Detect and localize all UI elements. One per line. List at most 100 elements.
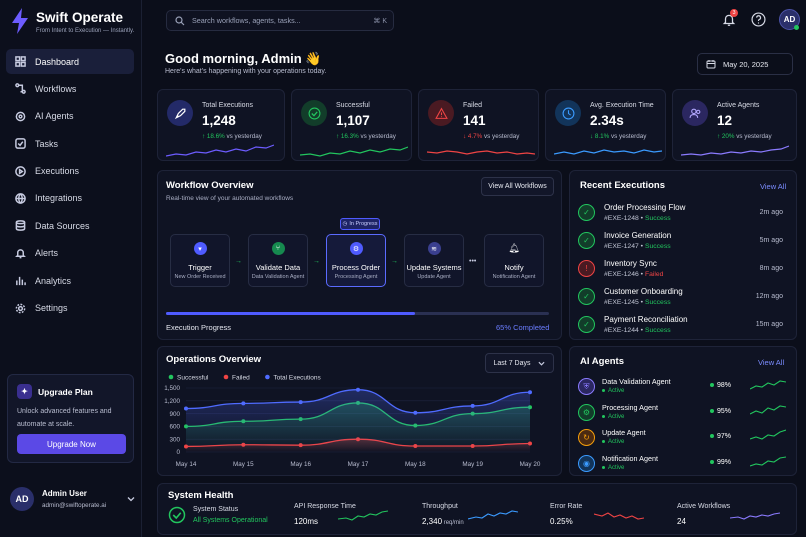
avatar: AD — [779, 9, 800, 30]
workflow-node-update-systems[interactable]: ≋ Update Systems Update Agent — [404, 234, 464, 287]
node-name: Update Systems — [406, 263, 462, 272]
user-profile[interactable]: AD Admin User admin@swiftoperate.ai — [10, 486, 135, 512]
stat-label: Avg. Execution Time — [590, 102, 654, 109]
sidebar-item-executions[interactable]: Executions — [6, 159, 134, 184]
sidebar-item-tasks[interactable]: Tasks — [6, 131, 134, 156]
checkbox-icon — [15, 138, 26, 149]
sparkle-icon: ✦ — [17, 384, 32, 399]
branch-icon: ⑂ — [271, 242, 285, 255]
flow-arrow: → — [235, 258, 242, 265]
range-dropdown[interactable]: Last 7 Days — [485, 353, 554, 373]
view-all-workflows-button[interactable]: View All Workflows — [481, 177, 554, 196]
sidebar-item-analytics[interactable]: Analytics — [6, 268, 134, 293]
health-throughput: Throughput 2,340 req/min — [422, 503, 464, 526]
upgrade-now-button[interactable]: Upgrade Now — [17, 434, 126, 454]
x-tick-label: May 15 — [233, 461, 254, 468]
legend-label: Failed — [232, 375, 250, 382]
execution-row[interactable]: ✓ Customer Onboarding #EXE-1245 • Success 1… — [578, 285, 783, 311]
agent-row[interactable]: ↻ Update Agent Active 97% — [578, 427, 786, 451]
workflow-node-trigger[interactable]: ▾ Trigger New Order Received — [170, 234, 230, 287]
search-bar[interactable]: ⌘ K — [166, 10, 394, 31]
search-input[interactable] — [192, 16, 372, 25]
view-all-executions-link[interactable]: View All — [760, 182, 787, 191]
health-label: Throughput — [422, 503, 458, 510]
data-point — [241, 401, 246, 406]
system-status-label: System Status — [193, 506, 239, 513]
agent-sparkline — [750, 380, 786, 390]
check-circle-icon: ✓ — [578, 204, 595, 221]
workflow-node-validate-data[interactable]: ⑂ Validate Data Data Validation Agent — [248, 234, 308, 287]
sidebar-item-workflows[interactable]: Workflows — [6, 76, 134, 101]
chevron-down-icon[interactable] — [127, 495, 135, 503]
sidebar-item-label: Tasks — [35, 138, 59, 149]
bell-icon — [15, 248, 26, 259]
execution-row[interactable]: ✓ Order Processing Flow #EXE-1248 • Succes… — [578, 201, 783, 227]
system-status-value: All Systems Operational — [193, 517, 268, 524]
execution-row[interactable]: ✓ Payment Reconciliation #EXE-1244 • Succe… — [578, 313, 783, 339]
stat-card-active-agents: Active Agents 12 ↑ 20% vs yesterday — [672, 89, 797, 161]
sidebar-item-label: Settings — [35, 303, 68, 314]
agent-row[interactable]: ◉ Notification Agent Active 99% — [578, 453, 786, 477]
node-sub: Update Agent — [417, 274, 451, 280]
sidebar-item-settings[interactable]: Settings — [6, 296, 134, 321]
x-tick-label: May 14 — [176, 461, 197, 468]
stat-card-total-executions: Total Executions 1,248 ↑ 18.6% vs yester… — [157, 89, 285, 161]
badge-label: In Progress — [349, 221, 378, 227]
execution-name: Inventory Sync — [604, 259, 657, 268]
check-circle-icon: ✓ — [578, 232, 595, 249]
sidebar-item-label: Alerts — [35, 248, 59, 259]
refresh-icon: ↻ — [578, 429, 595, 446]
search-icon — [175, 15, 185, 25]
sidebar-item-integrations[interactable]: Integrations — [6, 186, 134, 211]
stat-value: 12 — [717, 113, 733, 128]
execution-row[interactable]: ! Inventory Sync #EXE-1246 • Failed 8m ago — [578, 257, 783, 283]
sidebar-item-label: Workflows — [35, 83, 77, 94]
brand-logo[interactable]: Swift Operate From Intent to Execution —… — [10, 8, 134, 34]
trigger-icon: ▾ — [193, 242, 207, 255]
avatar: AD — [10, 487, 34, 511]
shield-icon: ⛨ — [578, 378, 595, 395]
health-sparkline — [338, 510, 388, 521]
brand-name: Swift Operate — [36, 10, 124, 25]
user-name: Admin User — [42, 489, 87, 498]
sidebar-item-alerts[interactable]: Alerts — [6, 241, 134, 266]
execution-time: 2m ago — [759, 209, 783, 216]
agent-icon — [15, 111, 26, 122]
sidebar-item-data-sources[interactable]: Data Sources — [6, 213, 134, 238]
grid-icon — [15, 56, 26, 67]
y-tick-label: 1,200 — [164, 398, 180, 405]
execution-id: #EXE-1246 • Failed — [604, 271, 664, 278]
node-sub: Processing Agent — [334, 274, 378, 280]
view-all-agents-link[interactable]: View All — [758, 358, 785, 367]
user-email: admin@swiftoperate.ai — [42, 502, 107, 509]
brand-tagline: From Intent to Execution — Instantly. — [36, 28, 135, 34]
help-icon[interactable] — [751, 12, 766, 27]
sidebar-item-ai-agents[interactable]: AI Agents — [6, 104, 134, 129]
node-name: Validate Data — [255, 263, 301, 272]
header-avatar[interactable]: AD — [779, 9, 800, 30]
execution-row[interactable]: ✓ Invoice Generation #EXE-1247 • Success 5m… — [578, 229, 783, 255]
agent-status: Active — [602, 414, 624, 420]
agent-row[interactable]: ⛨ Data Validation Agent Active 98% — [578, 376, 786, 400]
calendar-icon — [706, 60, 716, 69]
health-sparkline — [730, 512, 780, 520]
workflow-node-process-order[interactable]: ⚙ Process Order Processing Agent — [326, 234, 386, 287]
data-point — [470, 403, 475, 408]
execution-name: Invoice Generation — [604, 231, 672, 240]
agent-uptime: 95% — [710, 408, 731, 415]
stat-sparkline — [427, 150, 535, 155]
in-progress-badge: ◷ In Progress — [340, 218, 380, 230]
sidebar-item-dashboard[interactable]: Dashboard — [6, 49, 134, 74]
x-tick-label: May 18 — [405, 461, 426, 468]
workflow-node-notify[interactable]: 🔔︎ Notify Notification Agent — [484, 234, 544, 287]
progress-label: Execution Progress — [166, 323, 232, 332]
legend-marker — [168, 374, 174, 380]
sidebar: Swift Operate From Intent to Execution —… — [0, 0, 142, 537]
agent-row[interactable]: ⚙ Processing Agent Active 95% — [578, 402, 786, 426]
data-point — [413, 410, 418, 415]
date-picker-button[interactable]: May 20, 2025 — [697, 53, 793, 75]
notifications-button[interactable]: 3 — [721, 9, 738, 28]
date-value: May 20, 2025 — [723, 59, 769, 69]
recent-executions-title: Recent Executions — [580, 180, 665, 191]
node-sub: Data Validation Agent — [251, 274, 305, 280]
